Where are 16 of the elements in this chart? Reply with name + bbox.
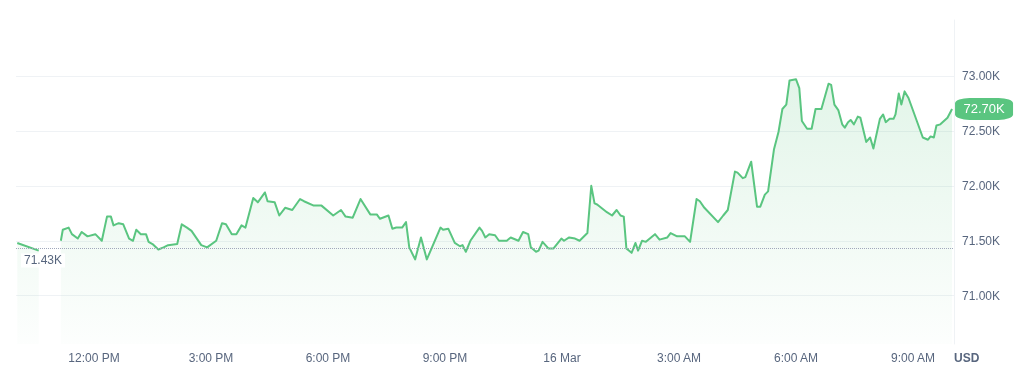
x-tick-label: 16 Mar xyxy=(543,351,581,365)
y-tick-label: 73.00K xyxy=(962,69,1001,84)
y-axis-title: USD xyxy=(954,351,980,365)
annotation: 72.70K xyxy=(963,101,1005,117)
y-tick-label: 71.00K xyxy=(962,288,1001,303)
x-tick-label: 6:00 AM xyxy=(774,351,819,365)
y-tick-label: 72.00K xyxy=(962,178,1001,193)
x-tick-label: 3:00 PM xyxy=(188,351,234,365)
x-tick-label: 12:00 PM xyxy=(68,351,120,365)
x-tick-label: 9:00 PM xyxy=(422,351,468,365)
ref-line-label: 71.43K xyxy=(24,253,63,268)
x-tick-label: 3:00 AM xyxy=(657,351,702,365)
y-tick-label: 72.50K xyxy=(962,123,1001,138)
x-tick-label: 6:00 PM xyxy=(305,351,351,365)
y-tick-label: 71.50K xyxy=(962,233,1001,248)
x-tick-label: 9:00 AM xyxy=(891,351,936,365)
